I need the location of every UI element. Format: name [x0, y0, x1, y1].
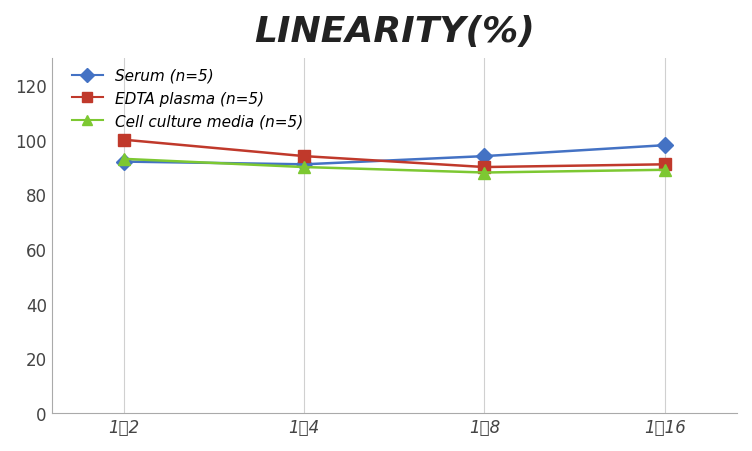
- Serum (n=5): [299, 162, 308, 168]
- Cell culture media (n=5): [480, 170, 489, 176]
- Serum (n=5): [120, 160, 129, 165]
- Cell culture media (n=5): [299, 165, 308, 170]
- Cell culture media (n=5): [120, 157, 129, 162]
- Cell culture media (n=5): [660, 168, 669, 173]
- Line: EDTA plasma (n=5): EDTA plasma (n=5): [118, 135, 671, 173]
- Title: LINEARITY(%): LINEARITY(%): [254, 15, 535, 49]
- Serum (n=5): [660, 143, 669, 148]
- EDTA plasma (n=5): [299, 154, 308, 160]
- Line: Cell culture media (n=5): Cell culture media (n=5): [118, 154, 671, 179]
- EDTA plasma (n=5): [660, 162, 669, 168]
- Serum (n=5): [480, 154, 489, 160]
- EDTA plasma (n=5): [120, 138, 129, 143]
- Legend: Serum (n=5), EDTA plasma (n=5), Cell culture media (n=5): Serum (n=5), EDTA plasma (n=5), Cell cul…: [66, 63, 309, 135]
- EDTA plasma (n=5): [480, 165, 489, 170]
- Line: Serum (n=5): Serum (n=5): [118, 140, 671, 170]
